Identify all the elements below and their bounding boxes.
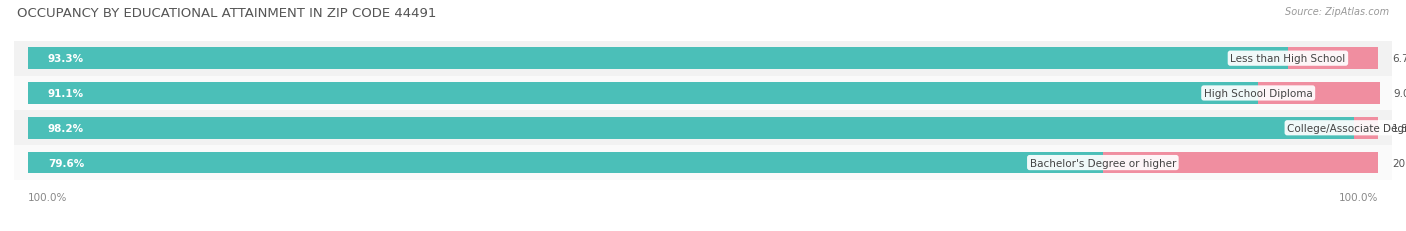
Text: 9.0%: 9.0%: [1393, 88, 1406, 99]
Text: Less than High School: Less than High School: [1230, 54, 1346, 64]
Text: 98.2%: 98.2%: [48, 123, 84, 133]
Text: 1.8%: 1.8%: [1392, 123, 1406, 133]
Text: 79.6%: 79.6%: [48, 158, 84, 168]
Bar: [28, 118, 1378, 139]
Bar: [1288, 48, 1378, 70]
Text: 6.7%: 6.7%: [1392, 54, 1406, 64]
Bar: [28, 152, 1378, 174]
Bar: [1102, 152, 1378, 174]
Bar: [14, 146, 1392, 180]
Text: High School Diploma: High School Diploma: [1204, 88, 1313, 99]
Text: Bachelor's Degree or higher: Bachelor's Degree or higher: [1029, 158, 1175, 168]
Text: 100.0%: 100.0%: [1339, 192, 1378, 202]
Bar: [28, 48, 1288, 70]
Text: 100.0%: 100.0%: [28, 192, 67, 202]
Text: College/Associate Degree: College/Associate Degree: [1286, 123, 1406, 133]
Bar: [14, 42, 1392, 76]
Bar: [14, 111, 1392, 146]
Bar: [1258, 83, 1379, 104]
Bar: [28, 83, 1378, 104]
Bar: [28, 83, 1258, 104]
Bar: [28, 152, 1102, 174]
Text: Source: ZipAtlas.com: Source: ZipAtlas.com: [1285, 7, 1389, 17]
Bar: [1354, 118, 1378, 139]
Bar: [14, 76, 1392, 111]
Text: 93.3%: 93.3%: [48, 54, 84, 64]
Bar: [28, 48, 1378, 70]
Text: 91.1%: 91.1%: [48, 88, 84, 99]
Text: OCCUPANCY BY EDUCATIONAL ATTAINMENT IN ZIP CODE 44491: OCCUPANCY BY EDUCATIONAL ATTAINMENT IN Z…: [17, 7, 436, 20]
Text: 20.4%: 20.4%: [1392, 158, 1406, 168]
Bar: [28, 118, 1354, 139]
